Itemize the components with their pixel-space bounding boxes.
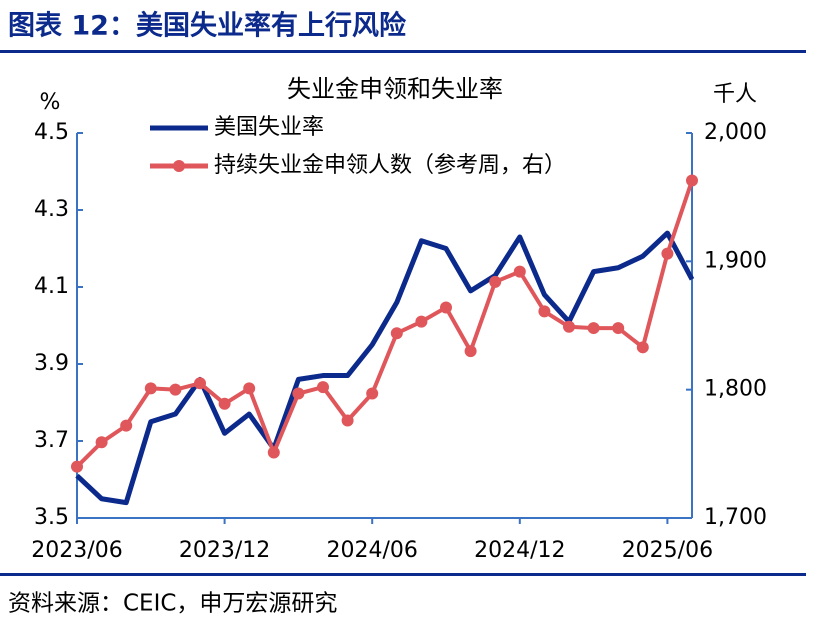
series-marker [366, 387, 379, 400]
series-marker [489, 275, 502, 288]
series-marker [686, 174, 698, 187]
chart-title: 失业金申领和失业率 [287, 75, 503, 103]
series-marker [563, 320, 575, 333]
source: 资料来源：CEIC，申万宏源研究 [8, 591, 337, 617]
legend-label: 美国失业率 [214, 115, 324, 140]
y-tick-label: 3.5 [34, 505, 69, 530]
y-unit: % [40, 90, 61, 115]
x-tick-label: 2023/12 [179, 538, 270, 563]
x-tick-label: 2024/06 [326, 538, 417, 563]
y-tick-label: 4.5 [34, 120, 69, 145]
series-marker [636, 341, 649, 354]
series-line [75, 230, 695, 506]
y2-tick-label: 1,900 [704, 248, 767, 273]
x-tick-label: 2024/12 [474, 538, 565, 563]
legend-marker [173, 160, 185, 172]
series-marker [587, 322, 600, 335]
series-marker [317, 381, 329, 394]
series-marker [120, 419, 133, 432]
series-marker [292, 387, 305, 400]
series-marker [169, 383, 182, 396]
series-marker [415, 315, 428, 328]
series-marker [612, 322, 625, 335]
y2-tick-label: 1,700 [704, 505, 767, 530]
y-tick-label: 3.9 [34, 351, 69, 376]
series-marker [538, 305, 551, 318]
series-marker [513, 265, 526, 278]
series-marker [661, 247, 674, 260]
series-marker [71, 460, 83, 473]
y2-tick-label: 2,000 [704, 120, 767, 145]
y-tick-label: 4.1 [34, 274, 69, 299]
series-marker [95, 436, 108, 449]
series-marker [390, 327, 403, 340]
header-title: 图表 12：美国失业率有上行风险 [8, 10, 407, 42]
y-tick-label: 4.3 [34, 197, 69, 222]
y-tick-label: 3.7 [34, 428, 69, 453]
series-marker [218, 397, 231, 410]
series-marker [341, 414, 354, 427]
series-marker [440, 301, 452, 314]
x-tick-label: 2025/06 [622, 538, 713, 563]
header-rule [0, 50, 806, 53]
legend-label: 持续失业金申领人数（参考周，右） [214, 153, 566, 178]
x-tick-label: 2023/06 [31, 538, 122, 563]
y2-unit: 千人 [713, 82, 757, 107]
y2-tick-label: 1,800 [704, 377, 767, 402]
series-marker [194, 377, 206, 390]
series-marker [464, 345, 477, 358]
series-marker [243, 382, 256, 395]
series-marker [144, 382, 157, 395]
footer-rule [0, 573, 806, 576]
series-marker [267, 446, 280, 459]
